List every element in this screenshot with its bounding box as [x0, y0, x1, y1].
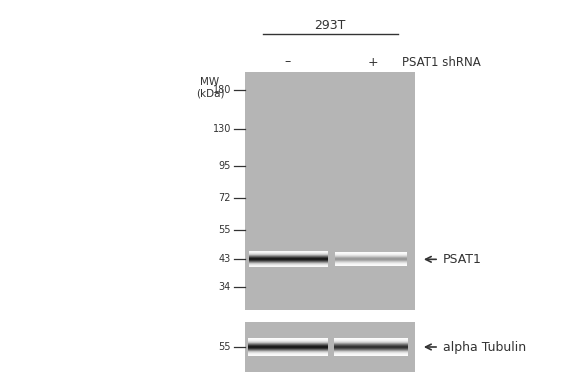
- Bar: [245, 322, 415, 372]
- Text: 55: 55: [218, 225, 231, 235]
- Text: 43: 43: [219, 254, 231, 264]
- Text: –: –: [285, 56, 290, 68]
- Text: 130: 130: [212, 124, 231, 134]
- Text: PSAT1 shRNA: PSAT1 shRNA: [403, 56, 481, 68]
- Text: PSAT1: PSAT1: [443, 253, 482, 266]
- Text: 180: 180: [212, 85, 231, 95]
- Text: MW: MW: [200, 77, 219, 87]
- Text: 95: 95: [219, 161, 231, 171]
- Text: 72: 72: [218, 194, 231, 203]
- Bar: [245, 72, 415, 310]
- Text: +: +: [367, 56, 378, 68]
- Text: alpha Tubulin: alpha Tubulin: [443, 341, 526, 353]
- Text: 55: 55: [218, 342, 231, 352]
- Text: 293T: 293T: [314, 19, 346, 32]
- Text: 34: 34: [219, 282, 231, 292]
- Text: (kDa): (kDa): [196, 88, 224, 98]
